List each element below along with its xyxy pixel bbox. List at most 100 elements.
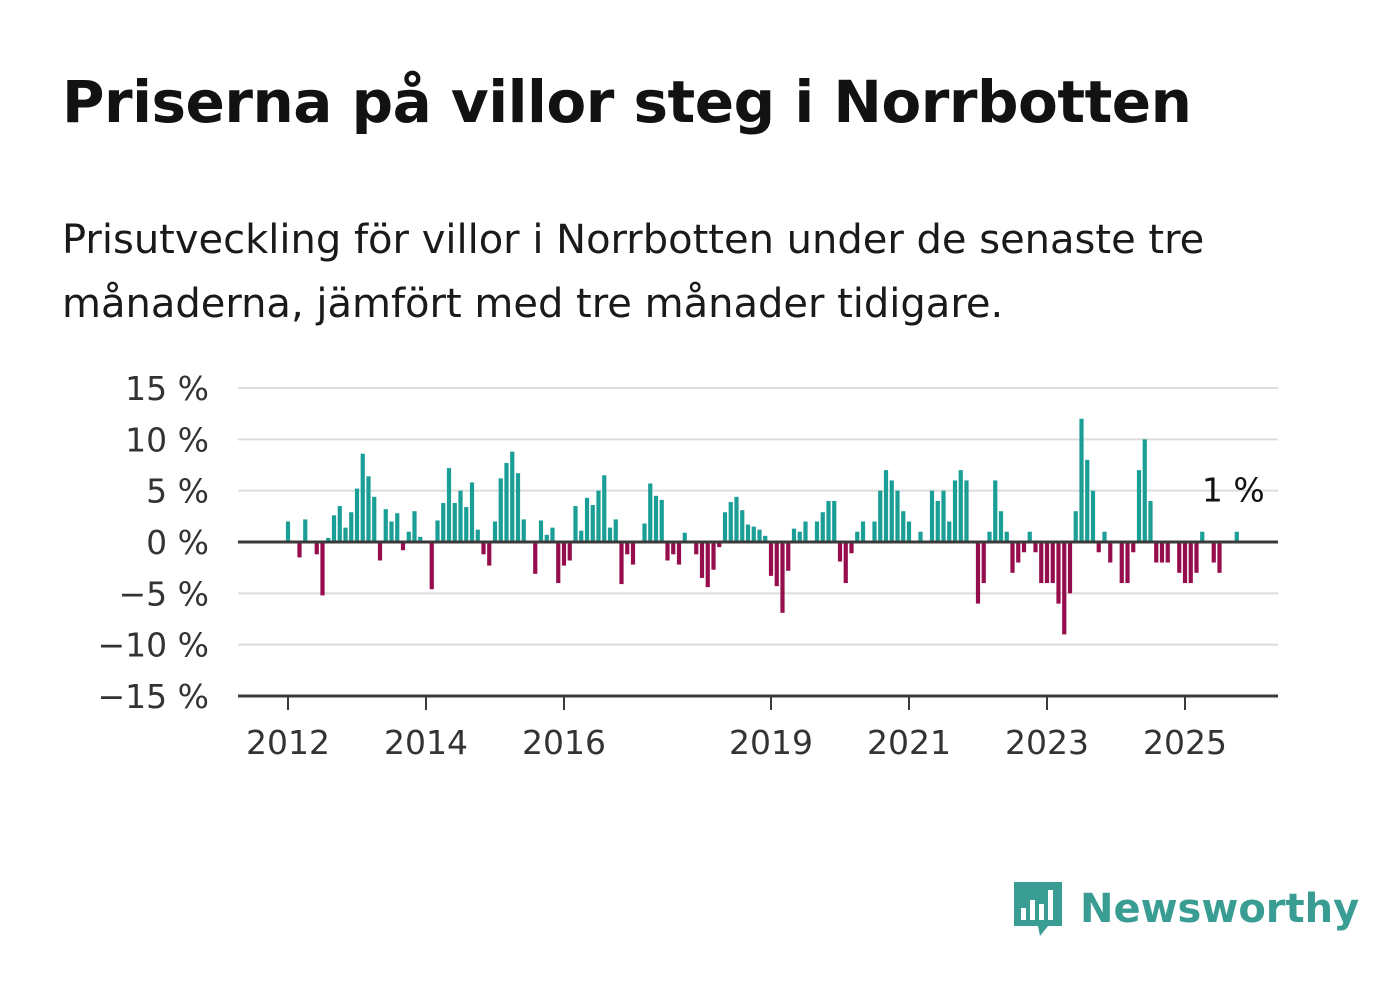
y-tick-label: −5 % [119, 574, 210, 613]
bar [515, 473, 521, 542]
bar [320, 542, 325, 596]
bar [665, 542, 670, 561]
bar [1234, 531, 1239, 542]
x-tick-label: 2019 [729, 723, 813, 762]
bar [303, 519, 308, 542]
y-tick-label: −10 % [98, 626, 210, 665]
bar [975, 542, 981, 604]
bar [481, 542, 486, 555]
bar [550, 527, 555, 542]
bar [1079, 418, 1084, 542]
bar [504, 462, 509, 542]
bar [337, 506, 342, 542]
x-tick-label: 2023 [1005, 723, 1089, 762]
bar [596, 490, 601, 542]
bar [343, 527, 348, 542]
bar [556, 542, 561, 584]
bar [412, 511, 417, 542]
bar [1194, 542, 1199, 573]
bar [584, 497, 590, 542]
bar [464, 507, 469, 542]
bar [602, 475, 607, 542]
bar [929, 490, 935, 542]
bar [590, 505, 595, 542]
bar [780, 542, 785, 613]
bar [699, 542, 705, 578]
bar [561, 542, 567, 566]
bar [671, 542, 676, 555]
bar [901, 511, 906, 542]
bar [981, 542, 986, 584]
bar [740, 510, 745, 542]
bar [987, 531, 992, 542]
bar [406, 531, 411, 542]
bar [1182, 542, 1188, 584]
brand-name: Newsworthy [1080, 886, 1360, 932]
bar [418, 536, 423, 542]
bar [1148, 500, 1153, 542]
y-tick-label: −15 % [98, 677, 210, 716]
bar [314, 542, 319, 555]
bar [475, 529, 480, 542]
bar [1136, 470, 1142, 542]
bar [1217, 542, 1222, 573]
x-tick-label: 2014 [384, 723, 468, 762]
bar [642, 523, 647, 542]
bar [1108, 542, 1113, 563]
bar [1165, 542, 1170, 563]
bar [349, 512, 354, 542]
bar [814, 521, 820, 542]
bar [285, 521, 291, 542]
bar [774, 542, 779, 587]
bar [820, 512, 825, 542]
bar [625, 542, 630, 555]
chart-title: Priserna på villor steg i Norrbotten [62, 68, 1192, 136]
y-tick-label: 10 % [125, 420, 209, 459]
y-tick-label: 0 % [146, 523, 209, 562]
bar [567, 542, 572, 561]
bar [832, 500, 837, 542]
bar [1033, 542, 1038, 553]
bar [705, 542, 710, 588]
bar [619, 542, 624, 585]
y-tick-label: 15 % [125, 369, 209, 408]
bar [659, 499, 664, 542]
bar [711, 542, 716, 570]
bar [573, 506, 578, 542]
bar [360, 453, 365, 542]
bar [682, 532, 687, 542]
bar [878, 490, 883, 542]
bar [521, 519, 526, 542]
bar [855, 531, 860, 542]
bar [1096, 542, 1101, 553]
bar [492, 521, 498, 542]
bar [613, 519, 618, 542]
bar [538, 520, 544, 542]
x-tick-label: 2021 [867, 723, 951, 762]
bar [717, 542, 722, 548]
bar [786, 542, 791, 571]
bar [768, 542, 774, 576]
bar [757, 529, 762, 542]
bar [763, 535, 768, 542]
bar [751, 526, 756, 542]
bar [354, 488, 360, 542]
bar [1119, 542, 1124, 584]
bar [1044, 542, 1050, 584]
bar [1154, 542, 1159, 563]
bar [1004, 531, 1009, 542]
bar [366, 476, 371, 542]
bar [1039, 542, 1044, 584]
bar [383, 509, 388, 542]
bar [860, 521, 866, 542]
bar [446, 468, 452, 542]
bar [1159, 542, 1165, 563]
bar [648, 483, 653, 542]
bar [1142, 439, 1147, 542]
bar [389, 521, 394, 542]
bar [544, 534, 549, 542]
bar [1131, 542, 1136, 553]
bar [498, 478, 503, 542]
bar [533, 542, 538, 574]
last-value-label: 1 % [1202, 471, 1265, 510]
